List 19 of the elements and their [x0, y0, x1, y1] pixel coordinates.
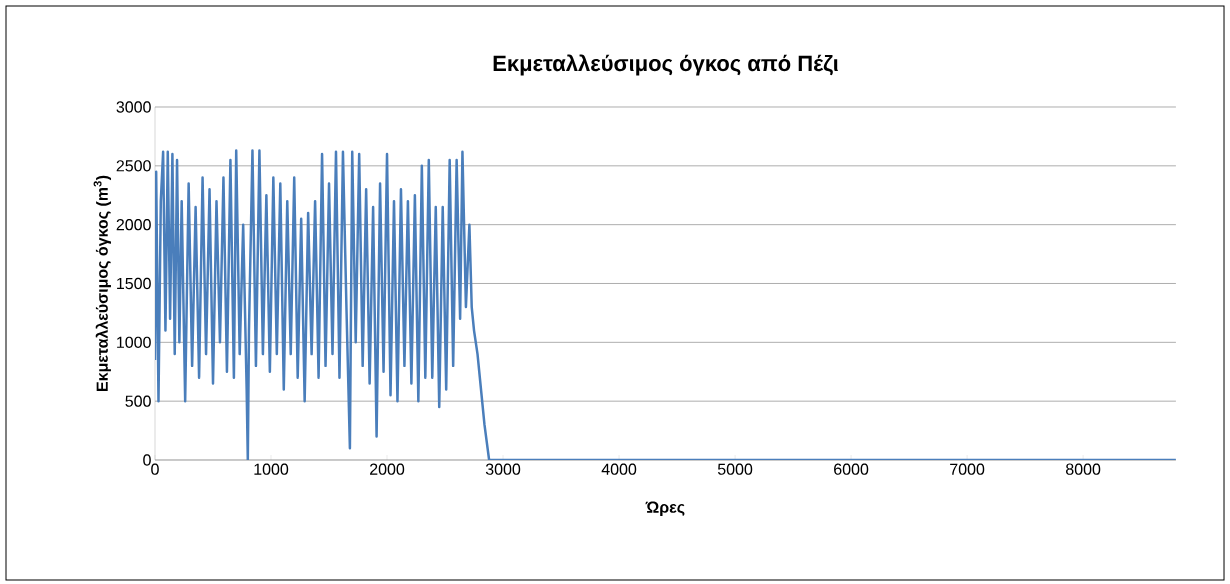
- y-tick-label: 500: [125, 395, 151, 407]
- x-axis-title: Ώρες: [645, 501, 685, 517]
- y-tick-label: 1000: [117, 336, 151, 348]
- y-axis-title: Εκμεταλλεύσιμος όγκος (m$^{3}$): [93, 175, 112, 391]
- y-tick-label: 0: [143, 454, 151, 466]
- x-tick-label: 4000: [601, 463, 637, 475]
- x-tick-label: 7000: [950, 463, 985, 475]
- x-tick-label: 1000: [254, 463, 289, 475]
- chart-title: Εκμεταλλεύσιμος όγκος από Πέζι: [493, 54, 839, 76]
- y-tick-label: 1500: [117, 277, 151, 290]
- y-tick-label: 2000: [116, 219, 151, 231]
- x-tick-label: 8000: [1066, 463, 1101, 475]
- x-tick-label: 5000: [717, 463, 753, 475]
- x-tick-label: 0: [151, 463, 159, 475]
- x-tick-label: 3000: [485, 463, 521, 475]
- x-tick-label: 2000: [370, 463, 405, 475]
- x-tick-label: 6000: [834, 463, 869, 475]
- y-tick-label: 3000: [116, 101, 151, 113]
- y-tick-label: 2500: [116, 160, 151, 172]
